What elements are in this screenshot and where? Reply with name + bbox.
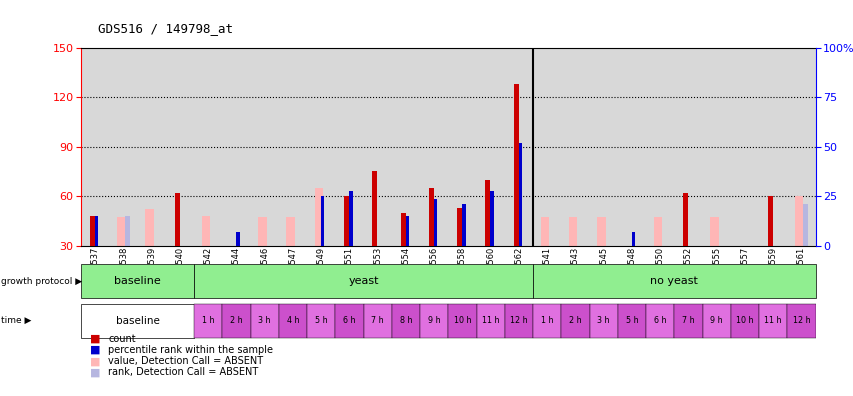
Text: time ▶: time ▶ <box>1 316 32 325</box>
Bar <box>90 216 95 246</box>
Text: ■: ■ <box>90 367 100 377</box>
Bar <box>372 171 377 246</box>
Text: 1 h: 1 h <box>202 316 214 325</box>
Text: baseline: baseline <box>114 276 161 286</box>
Bar <box>236 232 240 246</box>
Text: 3 h: 3 h <box>258 316 270 325</box>
Bar <box>95 216 98 246</box>
FancyBboxPatch shape <box>504 304 532 338</box>
FancyBboxPatch shape <box>194 264 532 298</box>
Bar <box>682 193 688 246</box>
Bar <box>145 209 154 246</box>
Text: ■: ■ <box>90 334 100 344</box>
FancyBboxPatch shape <box>194 304 222 338</box>
Text: 2 h: 2 h <box>568 316 581 325</box>
Text: 3 h: 3 h <box>597 316 609 325</box>
FancyBboxPatch shape <box>702 304 730 338</box>
Bar <box>405 216 409 246</box>
Bar <box>802 204 807 246</box>
Text: baseline: baseline <box>115 316 160 326</box>
Text: rank, Detection Call = ABSENT: rank, Detection Call = ABSENT <box>108 367 258 377</box>
Text: 4 h: 4 h <box>287 316 299 325</box>
FancyBboxPatch shape <box>279 304 307 338</box>
Bar <box>174 193 179 246</box>
Text: 10 h: 10 h <box>453 316 471 325</box>
Text: 12 h: 12 h <box>792 316 809 325</box>
FancyBboxPatch shape <box>448 304 476 338</box>
FancyBboxPatch shape <box>617 304 646 338</box>
Text: 11 h: 11 h <box>763 316 781 325</box>
FancyBboxPatch shape <box>81 304 194 338</box>
Bar <box>596 217 605 246</box>
Bar <box>485 179 490 246</box>
Bar <box>258 217 266 246</box>
Bar <box>631 232 635 246</box>
Bar <box>456 208 461 246</box>
Bar <box>568 217 577 246</box>
Bar <box>433 199 437 246</box>
Text: count: count <box>108 334 136 344</box>
Bar <box>653 217 661 246</box>
Text: 7 h: 7 h <box>371 316 384 325</box>
Bar <box>349 191 352 246</box>
Text: GDS516 / 149798_at: GDS516 / 149798_at <box>98 22 233 35</box>
Text: percentile rank within the sample: percentile rank within the sample <box>108 345 273 355</box>
Text: 1 h: 1 h <box>540 316 553 325</box>
FancyBboxPatch shape <box>420 304 448 338</box>
Bar <box>540 217 548 246</box>
Text: 9 h: 9 h <box>427 316 440 325</box>
Text: 9 h: 9 h <box>710 316 722 325</box>
FancyBboxPatch shape <box>222 304 250 338</box>
Bar <box>117 217 125 246</box>
Text: 6 h: 6 h <box>343 316 356 325</box>
Bar <box>321 196 324 246</box>
FancyBboxPatch shape <box>758 304 786 338</box>
FancyBboxPatch shape <box>532 264 815 298</box>
Text: 6 h: 6 h <box>653 316 665 325</box>
Bar <box>201 216 210 246</box>
Text: yeast: yeast <box>348 276 379 286</box>
FancyBboxPatch shape <box>532 304 560 338</box>
Bar <box>794 196 803 246</box>
Text: no yeast: no yeast <box>650 276 698 286</box>
Bar <box>428 188 433 246</box>
Bar <box>710 217 718 246</box>
FancyBboxPatch shape <box>560 304 589 338</box>
FancyBboxPatch shape <box>335 304 363 338</box>
FancyBboxPatch shape <box>786 304 815 338</box>
Text: ■: ■ <box>90 356 100 366</box>
Text: 7 h: 7 h <box>682 316 694 325</box>
FancyBboxPatch shape <box>307 304 335 338</box>
Text: value, Detection Call = ABSENT: value, Detection Call = ABSENT <box>108 356 264 366</box>
Bar <box>315 188 322 246</box>
Text: 5 h: 5 h <box>315 316 328 325</box>
Bar <box>461 204 465 246</box>
Bar <box>400 213 405 246</box>
Bar <box>490 191 493 246</box>
Bar <box>513 84 518 246</box>
Text: 11 h: 11 h <box>481 316 499 325</box>
Text: growth protocol ▶: growth protocol ▶ <box>1 277 82 286</box>
FancyBboxPatch shape <box>646 304 674 338</box>
Text: 10 h: 10 h <box>735 316 753 325</box>
Bar <box>767 196 772 246</box>
FancyBboxPatch shape <box>730 304 758 338</box>
Text: 2 h: 2 h <box>230 316 242 325</box>
Bar <box>344 196 349 246</box>
Text: ■: ■ <box>90 345 100 355</box>
Text: 5 h: 5 h <box>625 316 637 325</box>
Text: 12 h: 12 h <box>509 316 527 325</box>
Text: 8 h: 8 h <box>399 316 412 325</box>
FancyBboxPatch shape <box>589 304 617 338</box>
FancyBboxPatch shape <box>476 304 504 338</box>
FancyBboxPatch shape <box>250 304 279 338</box>
FancyBboxPatch shape <box>674 304 702 338</box>
Bar <box>518 143 521 246</box>
Bar <box>125 216 131 246</box>
FancyBboxPatch shape <box>392 304 420 338</box>
FancyBboxPatch shape <box>81 264 194 298</box>
Bar <box>286 217 294 246</box>
FancyBboxPatch shape <box>363 304 392 338</box>
